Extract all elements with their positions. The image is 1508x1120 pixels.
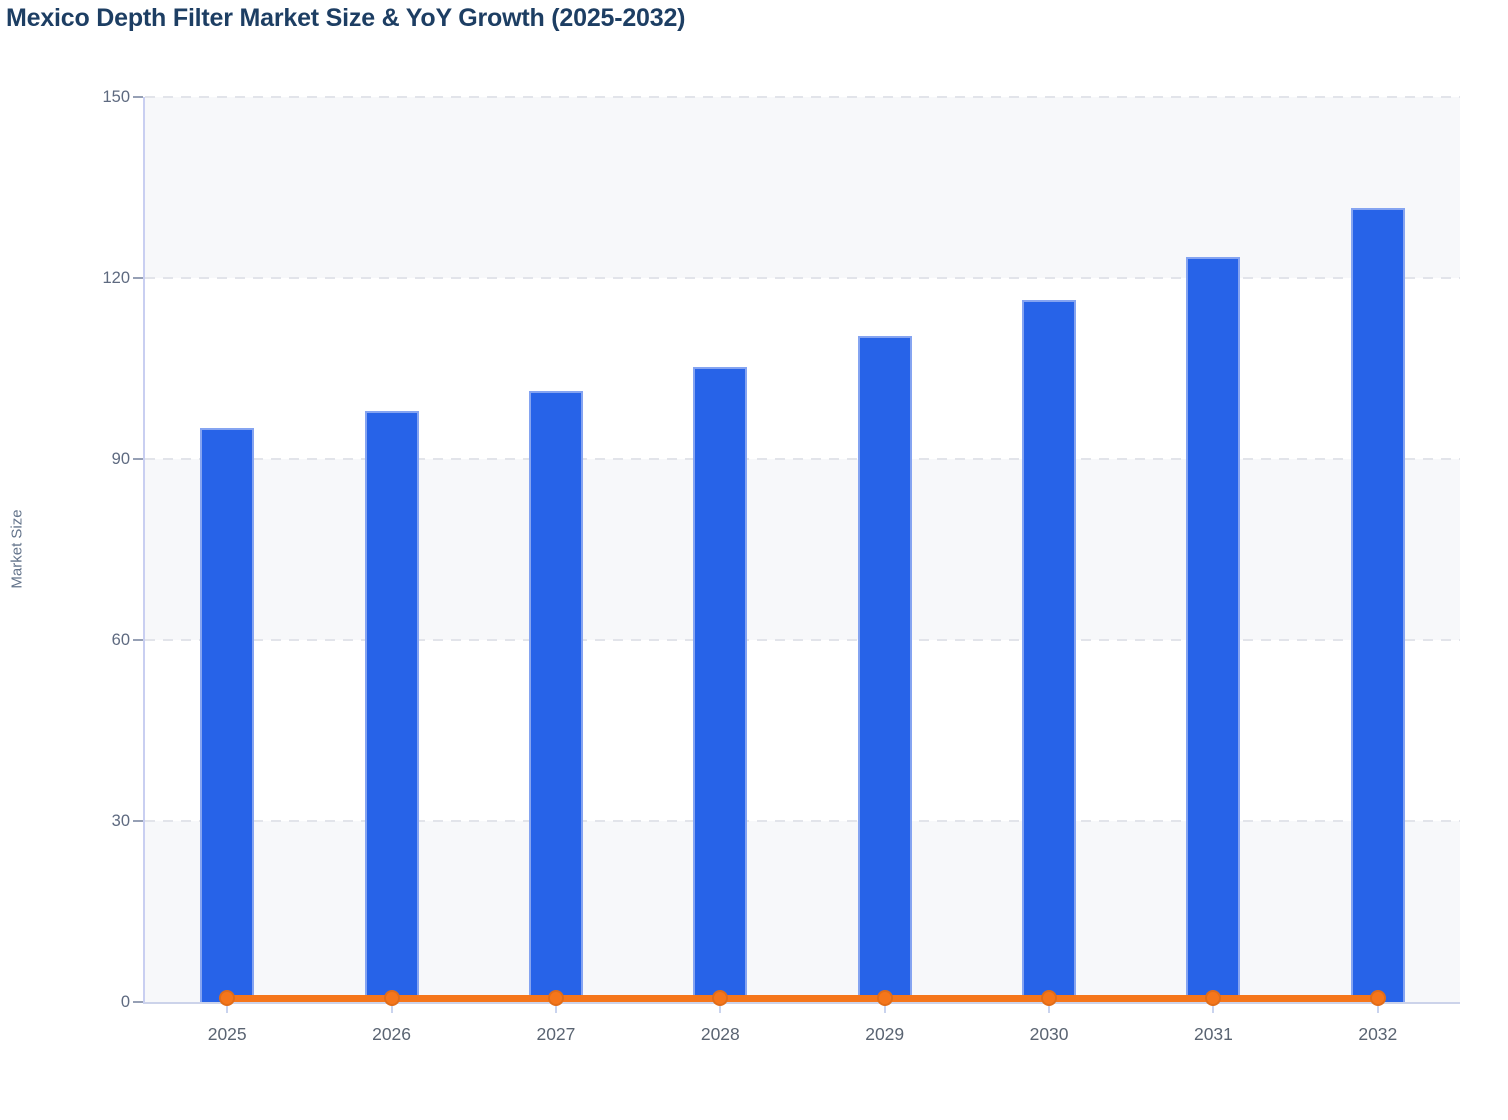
x-tick-mark — [226, 1004, 229, 1013]
yoy-growth-marker-2025[interactable] — [219, 990, 236, 1006]
x-tick-mark — [390, 1004, 393, 1013]
gridline-30 — [145, 820, 1460, 822]
yoy-growth-line — [227, 995, 1378, 1002]
plot-band — [145, 278, 1460, 459]
bar-2028[interactable] — [693, 366, 748, 1002]
x-tick-label-2031: 2031 — [1193, 1024, 1233, 1044]
x-tick-label-2028: 2028 — [700, 1024, 740, 1044]
y-tick-mark — [133, 820, 143, 822]
bar-2032[interactable] — [1350, 208, 1405, 1002]
gridline-60 — [145, 639, 1460, 641]
yoy-growth-marker-2030[interactable] — [1041, 990, 1058, 1006]
x-tick-mark — [554, 1004, 557, 1013]
x-tick-label-2030: 2030 — [1029, 1024, 1069, 1044]
plot-band — [145, 640, 1460, 821]
y-tick-mark — [133, 277, 143, 279]
y-tick-mark — [133, 639, 143, 641]
x-tick-label-2027: 2027 — [536, 1024, 576, 1044]
y-tick-label-30: 30 — [111, 812, 130, 830]
x-tick-mark — [883, 1004, 886, 1013]
gridline-90 — [145, 458, 1460, 460]
y-tick-label-90: 90 — [111, 450, 130, 468]
yoy-growth-marker-2032[interactable] — [1369, 990, 1386, 1006]
yoy-growth-marker-2026[interactable] — [383, 990, 400, 1006]
x-tick-label-2025: 2025 — [207, 1024, 247, 1044]
plot-area — [143, 96, 1460, 1006]
x-tick-label-2026: 2026 — [372, 1024, 412, 1044]
y-tick-mark — [133, 458, 143, 460]
chart-title: Mexico Depth Filter Market Size & YoY Gr… — [6, 4, 686, 32]
yoy-growth-marker-2028[interactable] — [712, 990, 729, 1006]
bar-2029[interactable] — [857, 335, 912, 1002]
x-tick-mark — [1212, 1004, 1215, 1013]
y-tick-mark — [133, 1001, 143, 1003]
y-tick-mark — [133, 96, 143, 98]
bar-2031[interactable] — [1186, 256, 1241, 1002]
y-axis-title: Market Size — [8, 509, 26, 589]
x-tick-mark — [1048, 1004, 1051, 1013]
y-tick-label-0: 0 — [120, 993, 130, 1011]
plot-band — [145, 459, 1460, 640]
x-tick-mark — [719, 1004, 722, 1013]
y-tick-label-120: 120 — [102, 269, 130, 287]
gridline-120 — [145, 277, 1460, 279]
yoy-growth-marker-2031[interactable] — [1205, 990, 1222, 1006]
y-tick-label-150: 150 — [102, 88, 130, 106]
gridline-150 — [145, 96, 1460, 98]
bar-2027[interactable] — [528, 390, 583, 1002]
x-tick-mark — [1376, 1004, 1379, 1013]
yoy-growth-marker-2027[interactable] — [547, 990, 564, 1006]
bar-2026[interactable] — [364, 411, 419, 1002]
y-tick-label-60: 60 — [111, 631, 130, 649]
plot-band — [145, 821, 1460, 1002]
yoy-growth-marker-2029[interactable] — [876, 990, 893, 1006]
x-tick-label-2029: 2029 — [865, 1024, 905, 1044]
bar-2030[interactable] — [1022, 299, 1077, 1002]
x-tick-label-2032: 2032 — [1358, 1024, 1398, 1044]
bar-2025[interactable] — [200, 427, 255, 1002]
plot-band — [145, 97, 1460, 278]
